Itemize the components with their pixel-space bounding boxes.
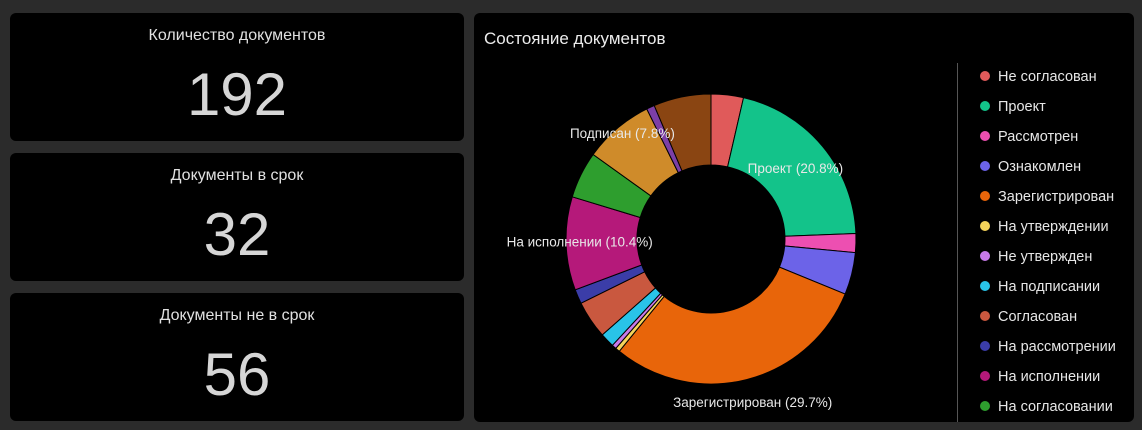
slice-label-12: Подписан (7.8%) xyxy=(570,126,675,141)
legend-dot-icon xyxy=(980,371,990,382)
legend-item-6[interactable]: Не утвержден xyxy=(980,245,1116,275)
legend-item-2[interactable]: Рассмотрен xyxy=(980,125,1116,155)
legend-label: Проект xyxy=(998,99,1046,115)
legend-dot-icon xyxy=(980,71,990,82)
slice-label-4: Зарегистрирован (29.7%) xyxy=(673,395,832,410)
card-title: Документы в срок xyxy=(170,167,304,184)
legend-dot-icon xyxy=(980,191,990,202)
legend-dot-icon xyxy=(980,131,990,142)
card-title: Количество документов xyxy=(148,27,326,44)
card-value: 32 xyxy=(203,201,271,268)
donut-slice-14[interactable] xyxy=(653,93,712,172)
legend-label: На исполнении xyxy=(998,369,1101,385)
donut-slice-1[interactable] xyxy=(726,97,857,237)
document-status-chart-panel: Состояние документов Проект (20.8%) Зарег… xyxy=(474,13,1134,422)
card-overdue-documents: Документы не в срок 56 xyxy=(10,293,464,421)
legend-item-0[interactable]: Не согласован xyxy=(980,65,1116,95)
legend-item-5[interactable]: На утверждении xyxy=(980,215,1116,245)
legend-item-9[interactable]: На рассмотрении xyxy=(980,335,1116,365)
legend-label: На подписании xyxy=(998,279,1101,295)
legend-label: Рассмотрен xyxy=(998,129,1079,145)
legend-label: На утверждении xyxy=(998,219,1109,235)
legend-dot-icon xyxy=(980,401,990,412)
legend-label: Согласован xyxy=(998,309,1078,325)
legend-item-4[interactable]: Зарегистрирован xyxy=(980,185,1116,215)
card-title: Документы не в срок xyxy=(159,307,315,324)
card-value: 56 xyxy=(203,341,271,408)
legend-item-8[interactable]: Согласован xyxy=(980,305,1116,335)
legend-label: Не согласован xyxy=(998,69,1097,85)
slice-label-10: На исполнении (10.4%) xyxy=(507,235,653,250)
legend-dot-icon xyxy=(980,311,990,322)
legend-dot-icon xyxy=(980,221,990,232)
legend-dot-icon xyxy=(980,251,990,262)
legend-divider xyxy=(957,63,958,422)
legend-dot-icon xyxy=(980,101,990,112)
card-on-time-documents: Документы в срок 32 xyxy=(10,153,464,281)
legend-label: Зарегистрирован xyxy=(998,189,1115,205)
legend-item-7[interactable]: На подписании xyxy=(980,275,1116,305)
legend-item-1[interactable]: Проект xyxy=(980,95,1116,125)
chart-legend: Не согласован Проект Рассмотрен Ознакомлен З… xyxy=(980,65,1116,422)
legend-item-11[interactable]: На согласовании xyxy=(980,395,1116,422)
legend-label: На рассмотрении xyxy=(998,339,1116,355)
legend-item-3[interactable]: Ознакомлен xyxy=(980,155,1116,185)
legend-label: Ознакомлен xyxy=(998,159,1082,175)
slice-label-1: Проект (20.8%) xyxy=(748,161,844,176)
legend-dot-icon xyxy=(980,281,990,292)
donut-chart: Проект (20.8%) Зарегистрирован (29.7%) На … xyxy=(507,93,857,410)
legend-dot-icon xyxy=(980,161,990,172)
card-total-documents: Количество документов 192 xyxy=(10,13,464,141)
legend-label: На согласовании xyxy=(998,399,1113,415)
legend-dot-icon xyxy=(980,341,990,352)
legend-item-10[interactable]: На исполнении xyxy=(980,365,1116,395)
card-value: 192 xyxy=(186,61,288,128)
chart-title: Состояние документов xyxy=(484,29,666,48)
donut-slice-4[interactable] xyxy=(618,266,846,385)
legend-label: Не утвержден xyxy=(998,249,1093,265)
